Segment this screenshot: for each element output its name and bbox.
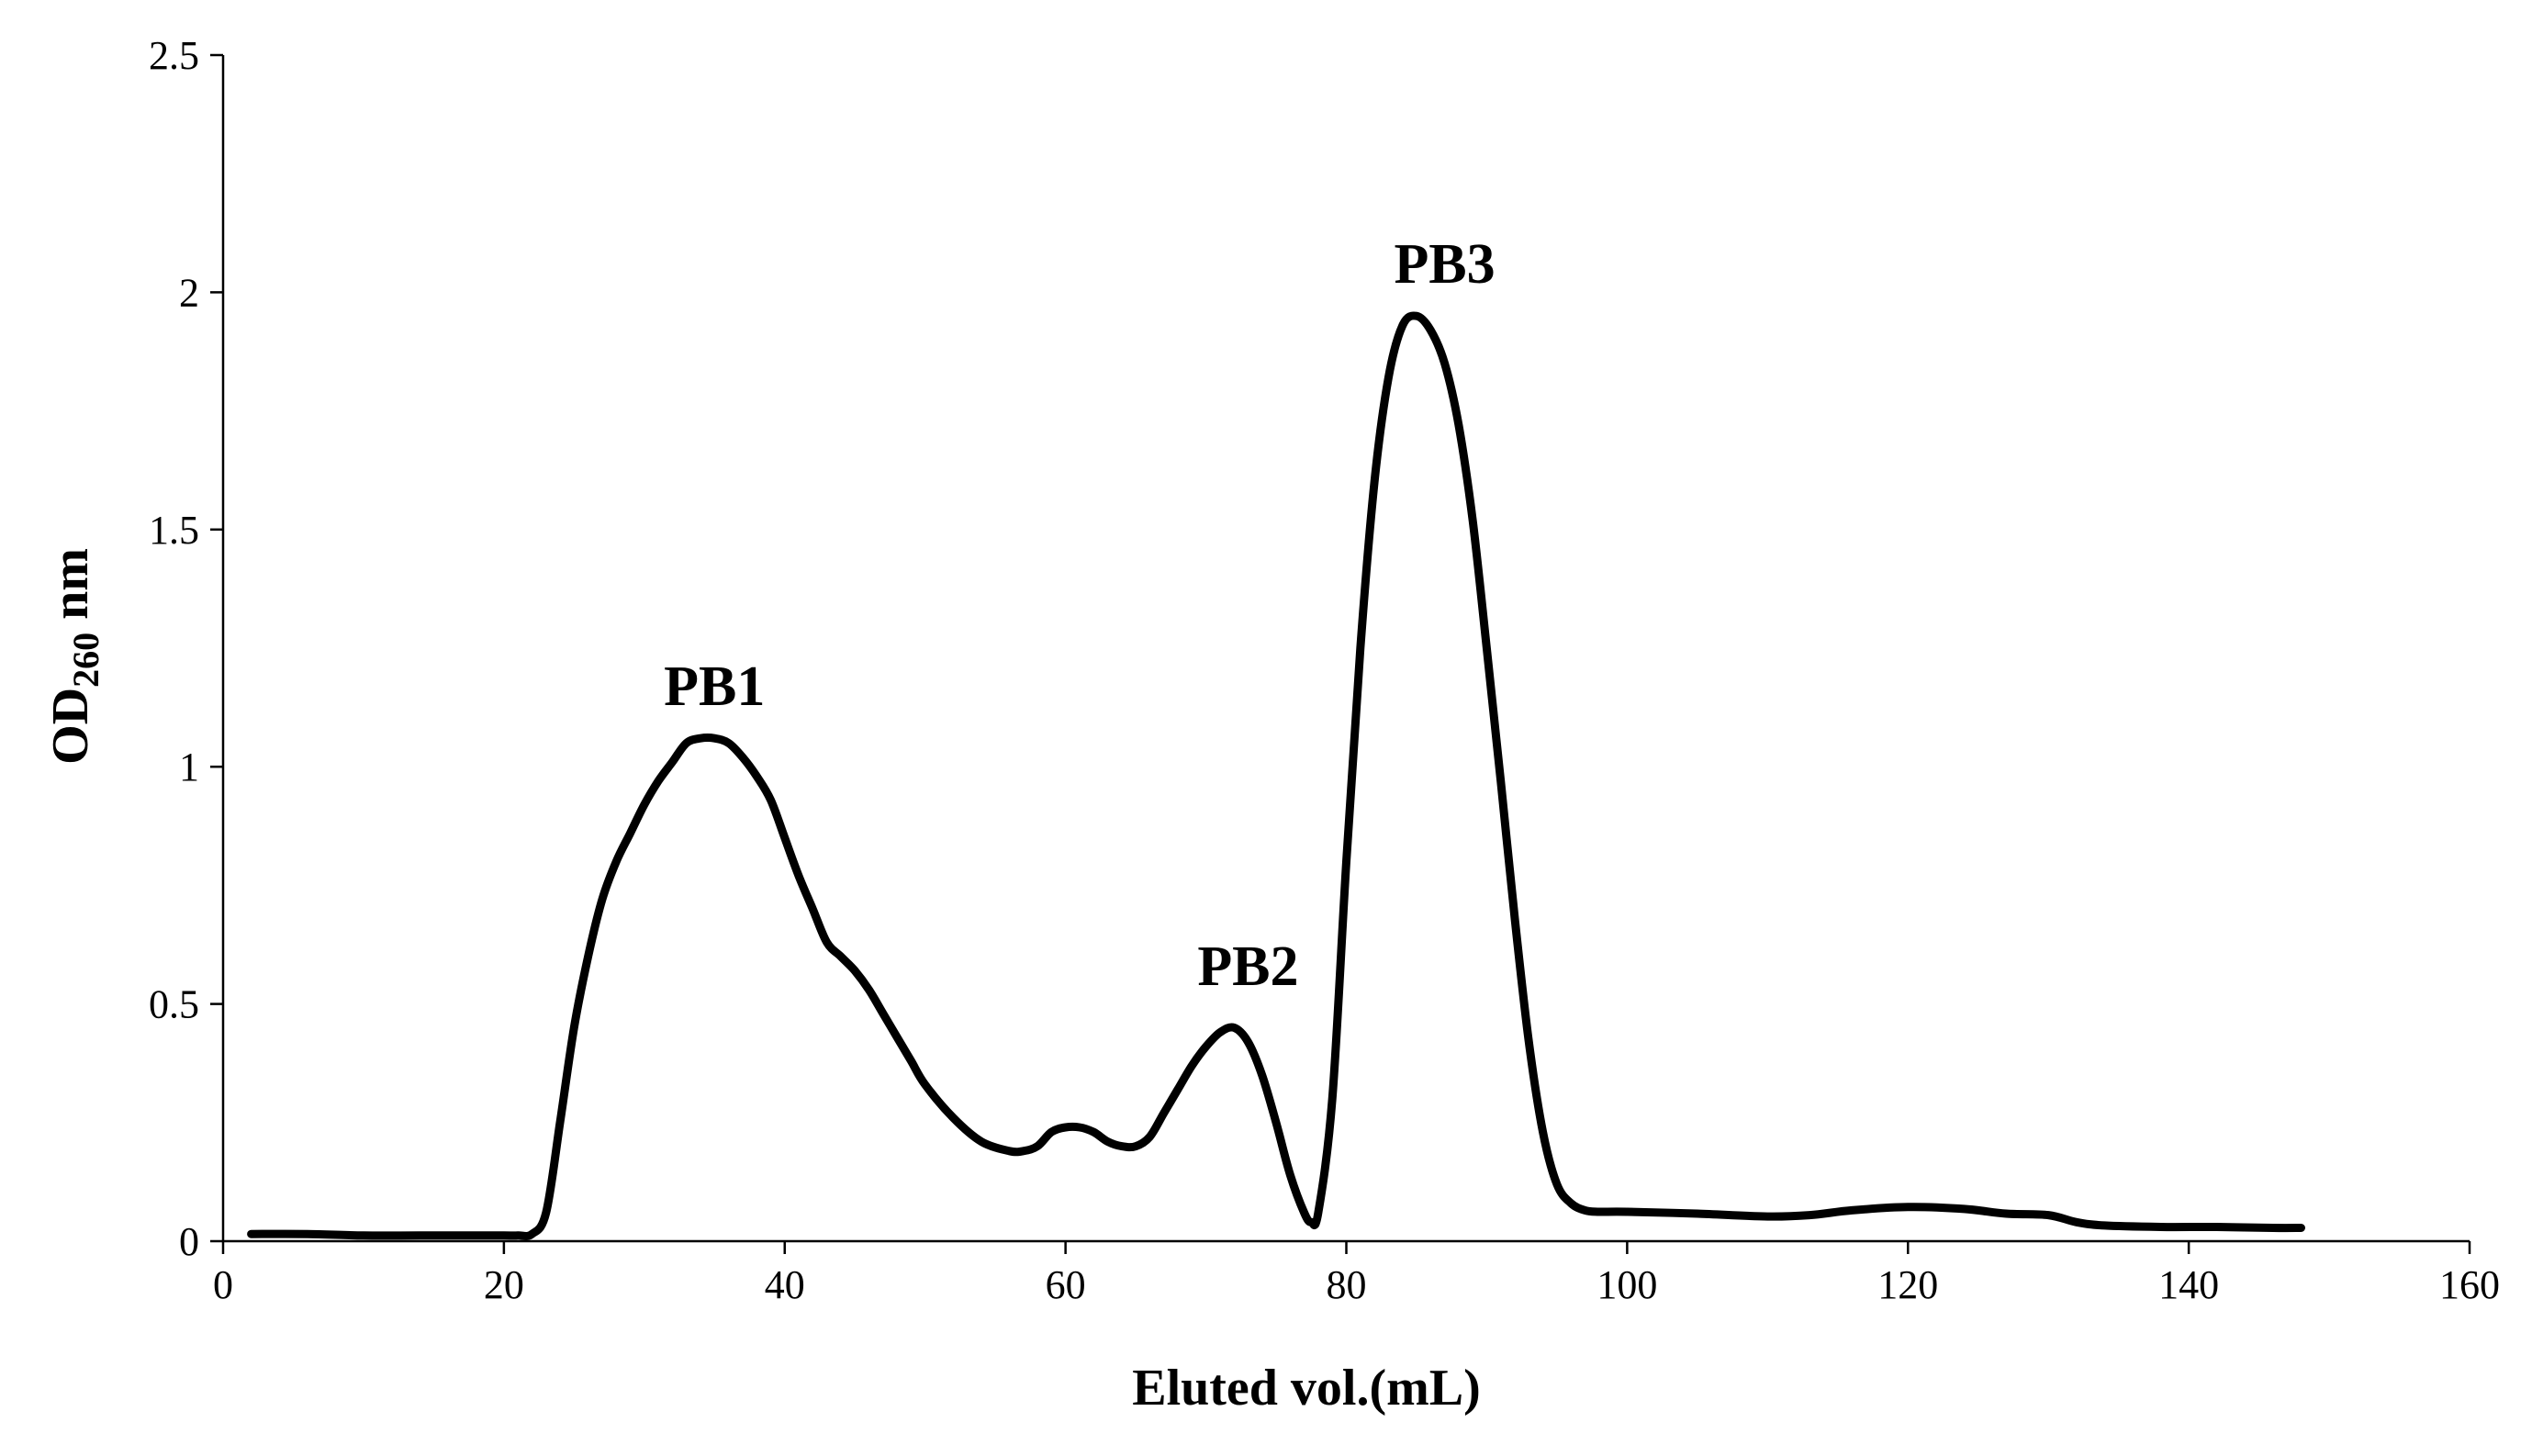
x-tick-label: 0 [213, 1262, 233, 1307]
x-tick-label: 40 [765, 1262, 805, 1307]
peak-label-pb3: PB3 [1394, 233, 1495, 296]
x-tick-label: 60 [1046, 1262, 1086, 1307]
y-tick-label: 1.5 [149, 508, 199, 553]
series [247, 311, 2305, 1240]
y-axis-title-prefix: OD [42, 688, 99, 765]
ticks: 0 20 40 60 80 100 120 140 160 0 0.5 1 1.5 2 2.5 [149, 33, 2500, 1307]
peak-label-pb2: PB2 [1197, 935, 1298, 998]
y-tick-label: 2.5 [149, 33, 199, 78]
series-line-od260 [247, 311, 2305, 1240]
x-tick-label: 120 [1877, 1262, 1938, 1307]
y-tick-label: 2 [179, 270, 199, 315]
x-tick-label: 80 [1327, 1262, 1367, 1307]
y-tick-label: 0.5 [149, 982, 199, 1027]
annotations: PB1 PB2 PB3 [664, 233, 1496, 998]
x-tick-label: 140 [2158, 1262, 2219, 1307]
y-axis-title: OD260 nm [42, 548, 106, 765]
x-tick-label: 160 [2439, 1262, 2500, 1307]
y-axis-title-suffix: nm [42, 548, 99, 633]
y-tick-label: 1 [179, 745, 199, 790]
x-tick-label: 20 [484, 1262, 524, 1307]
x-tick-label: 100 [1597, 1262, 1657, 1307]
y-tick-label: 0 [179, 1219, 199, 1264]
x-axis-title: Eluted vol.(mL) [1132, 1360, 1481, 1417]
axes [221, 55, 2470, 1243]
peak-label-pb1: PB1 [664, 655, 765, 718]
y-axis-title-subscript: 260 [65, 633, 106, 688]
